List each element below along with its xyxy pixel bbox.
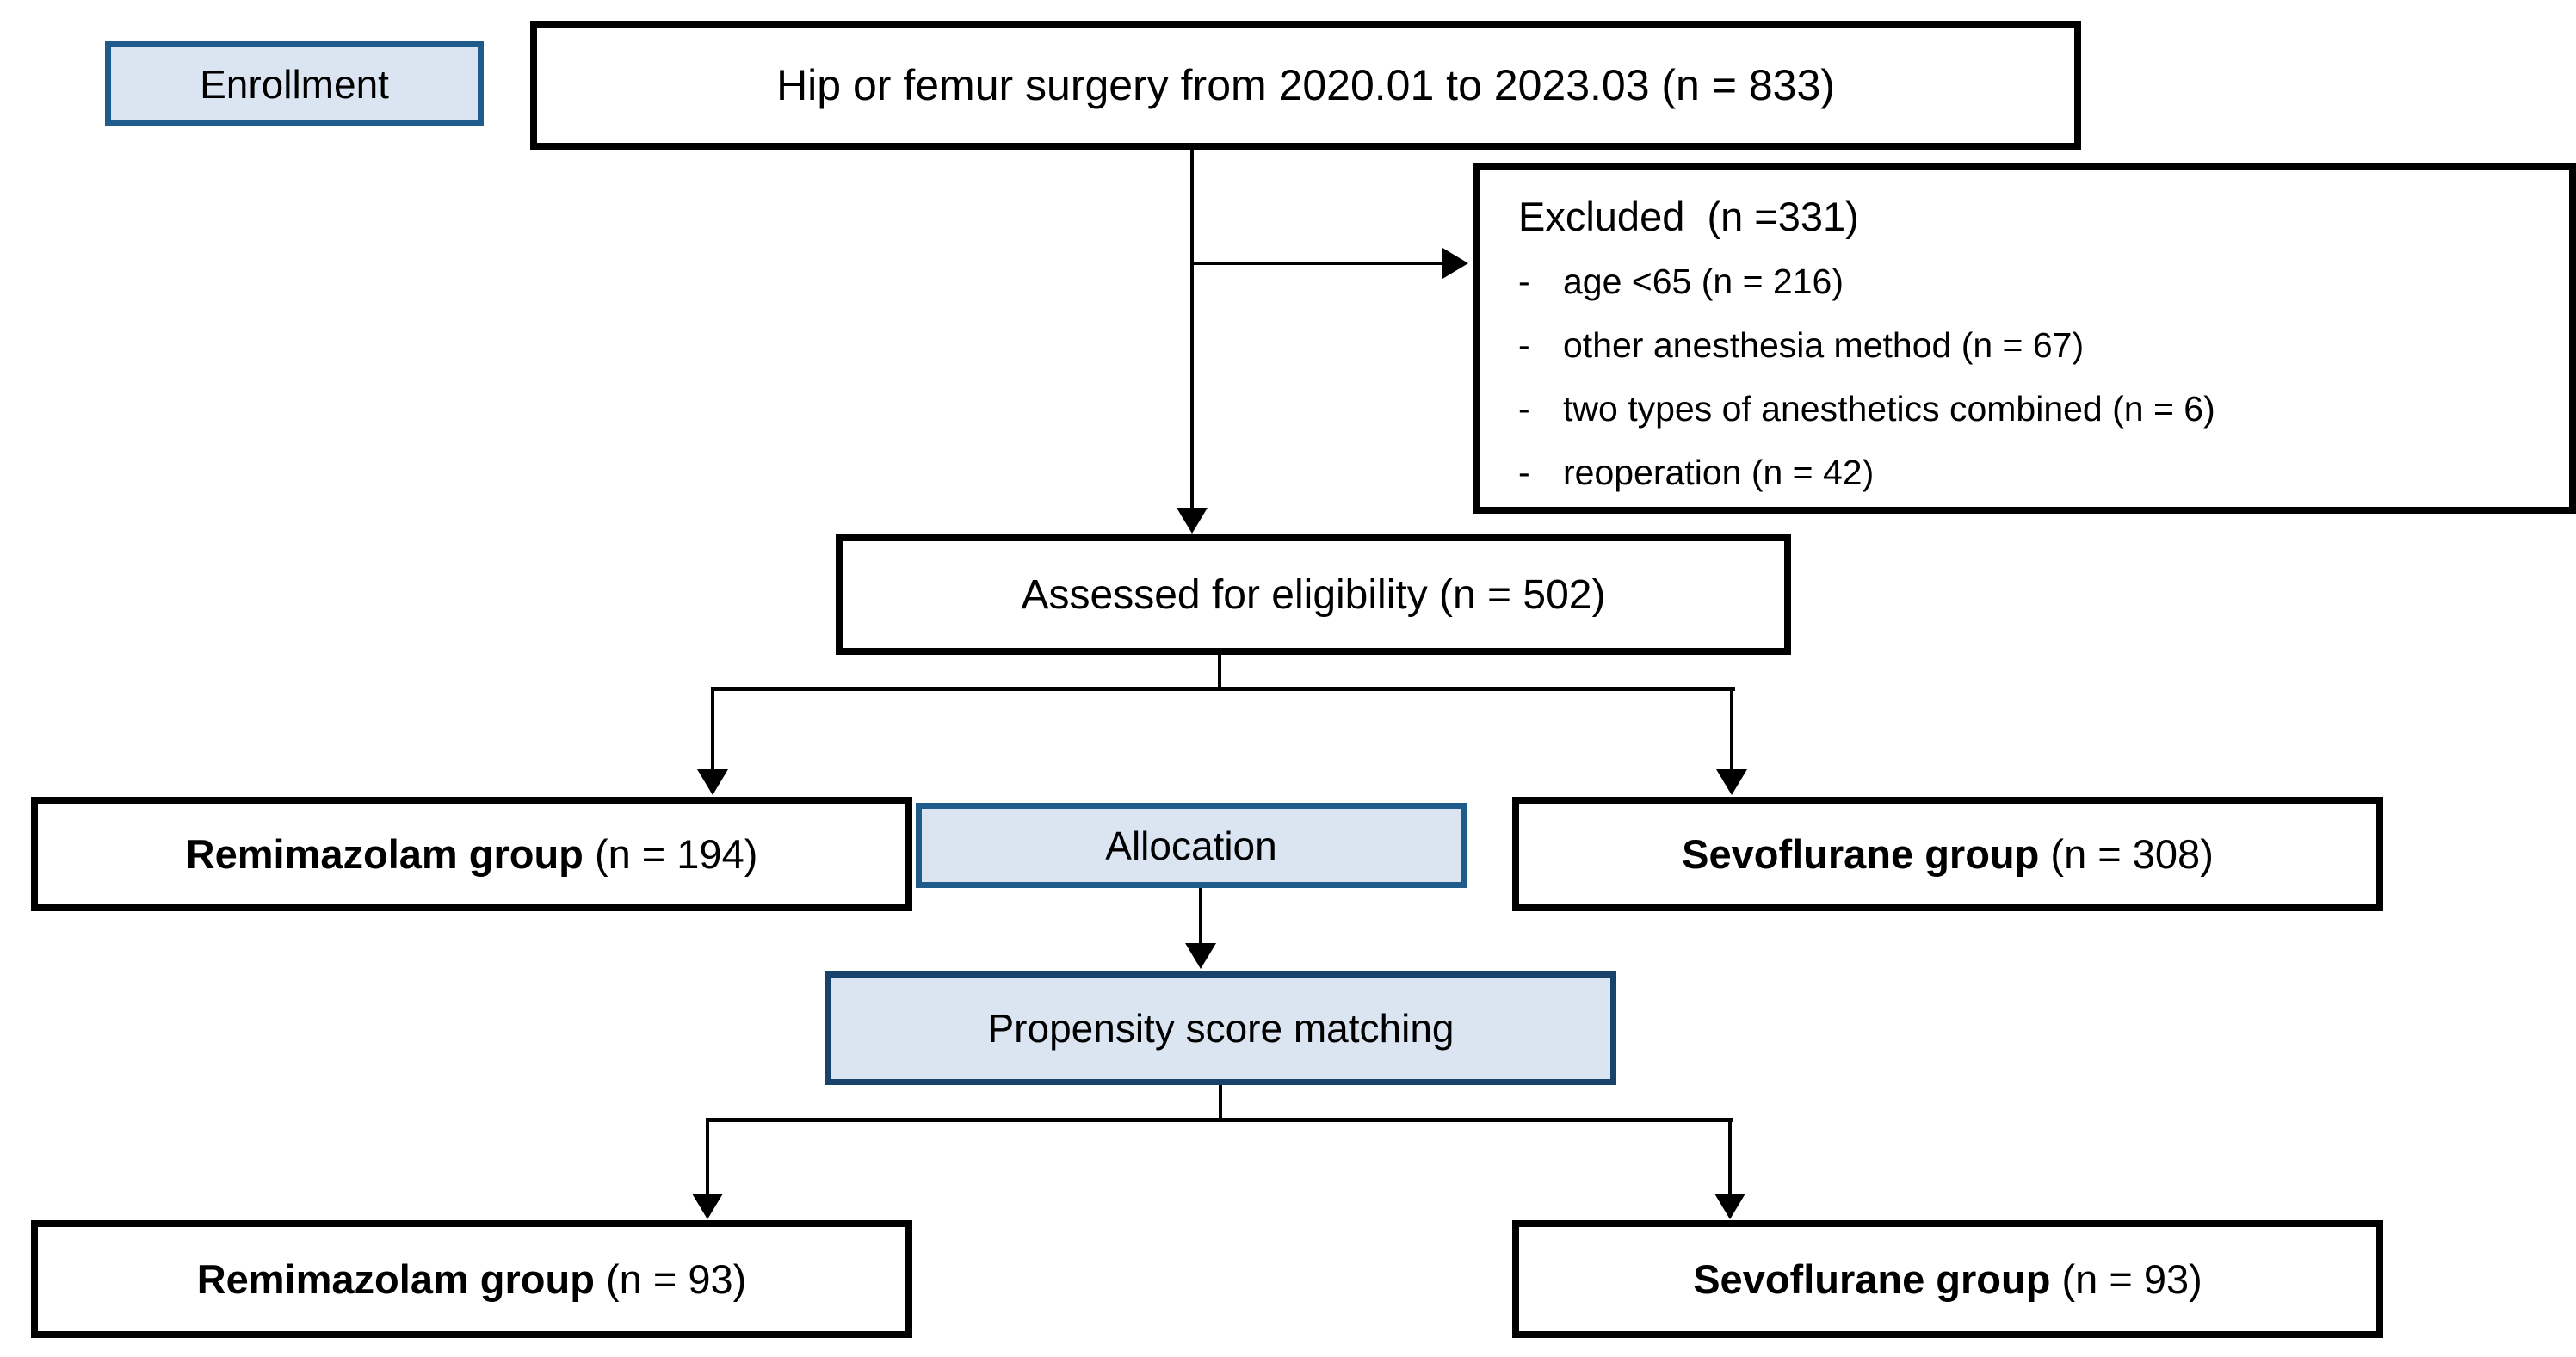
sevoflurane-matched-box: Sevoflurane group (n = 93) (1512, 1220, 2383, 1338)
propensity-matching-stage-box: Propensity score matching (825, 971, 1616, 1085)
group-name: Remimazolam group (185, 831, 584, 877)
arrowhead-down-icon (697, 769, 728, 795)
excluded-item-text: two types of anesthetics combined (n = 6… (1563, 389, 2215, 429)
connector-surgery-to-assessed (1190, 150, 1194, 511)
allocation-stage-box: Allocation (916, 803, 1467, 888)
assessed-eligibility-box: Assessed for eligibility (n = 502) (836, 534, 1791, 655)
group-count: (n = 93) (2061, 1256, 2202, 1302)
excluded-item-text: other anesthesia method (n = 67) (1563, 325, 2085, 365)
arrowhead-down-icon (1716, 769, 1747, 795)
remimazolam-allocated-text: Remimazolam group (n = 194) (186, 830, 758, 878)
excluded-title: Excluded (n =331) (1518, 194, 1859, 239)
excluded-item-text: reoperation (n = 42) (1563, 453, 1875, 492)
group-name: Sevoflurane group (1682, 831, 2040, 877)
connector-to-sevoflurane-matched (1728, 1118, 1732, 1200)
bullet-dash: - (1518, 325, 1530, 365)
connector-to-sevoflurane (1730, 687, 1733, 773)
bullet-dash: - (1518, 389, 1530, 429)
sevoflurane-matched-text: Sevoflurane group (n = 93) (1693, 1255, 2202, 1303)
connector-allocation-to-matching (1199, 888, 1202, 947)
remimazolam-matched-text: Remimazolam group (n = 93) (197, 1255, 747, 1303)
group-name: Remimazolam group (196, 1256, 595, 1302)
sevoflurane-allocated-box: Sevoflurane group (n = 308) (1512, 797, 2383, 911)
connector-matching-stem (1219, 1085, 1222, 1121)
group-count: (n = 308) (2050, 831, 2214, 877)
remimazolam-allocated-box: Remimazolam group (n = 194) (31, 797, 912, 911)
assessed-eligibility-text: Assessed for eligibility (n = 502) (1021, 571, 1606, 618)
sevoflurane-allocated-text: Sevoflurane group (n = 308) (1682, 830, 2214, 878)
group-count: (n = 93) (606, 1256, 747, 1302)
connector-to-excluded (1192, 262, 1443, 265)
arrowhead-right-icon (1442, 248, 1468, 279)
surgery-population-text: Hip or femur surgery from 2020.01 to 202… (776, 61, 1835, 109)
connector-matched-split (706, 1118, 1733, 1122)
connector-allocation-split (711, 687, 1735, 691)
excluded-item: - reoperation (n = 42) (1518, 441, 2548, 504)
group-name: Sevoflurane group (1693, 1256, 2051, 1302)
arrowhead-down-icon (1185, 943, 1216, 969)
connector-assessed-stem (1218, 655, 1221, 690)
excluded-item: - other anesthesia method (n = 67) (1518, 313, 2548, 377)
bullet-dash: - (1518, 262, 1530, 301)
arrowhead-down-icon (1177, 508, 1208, 534)
excluded-item-text: age <65 (n = 216) (1563, 262, 1844, 301)
excluded-box: Excluded (n =331) - age <65 (n = 216) - … (1473, 163, 2576, 514)
arrowhead-down-icon (1714, 1194, 1745, 1219)
connector-to-remimazolam (711, 687, 714, 773)
surgery-population-box: Hip or femur surgery from 2020.01 to 202… (530, 21, 2081, 150)
arrowhead-down-icon (692, 1194, 723, 1219)
excluded-item: - age <65 (n = 216) (1518, 250, 2548, 313)
group-count: (n = 194) (594, 831, 758, 877)
excluded-item: - two types of anesthetics combined (n =… (1518, 377, 2548, 441)
propensity-matching-label: Propensity score matching (987, 1006, 1455, 1051)
enrollment-stage-label: Enrollment (200, 61, 389, 107)
allocation-stage-label: Allocation (1105, 823, 1277, 868)
bullet-dash: - (1518, 453, 1530, 492)
connector-to-remimazolam-matched (706, 1118, 709, 1200)
remimazolam-matched-box: Remimazolam group (n = 93) (31, 1220, 912, 1338)
enrollment-stage-box: Enrollment (105, 41, 484, 126)
